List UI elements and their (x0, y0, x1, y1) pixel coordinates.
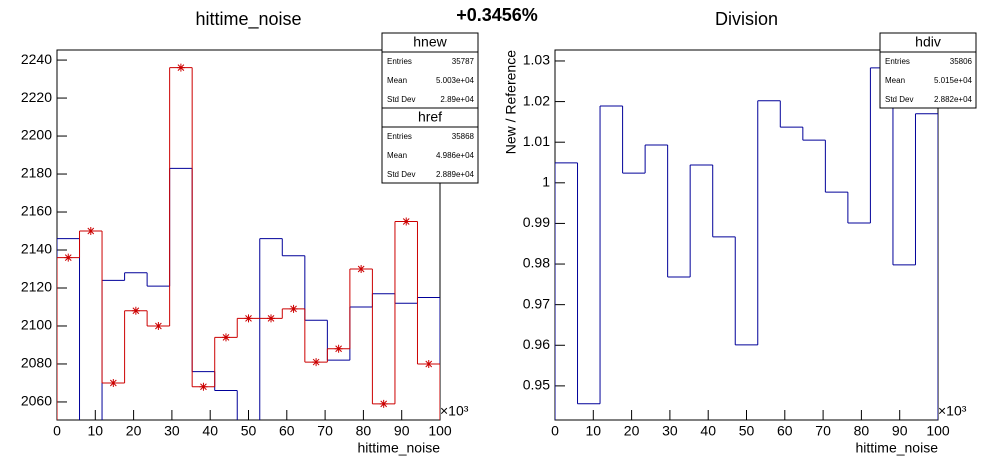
y-tick-label: 0.95 (523, 377, 550, 393)
series (555, 67, 938, 420)
stats-value: 35868 (452, 132, 475, 141)
stats-label: Mean (387, 76, 407, 85)
x-tick-label: 60 (777, 423, 793, 439)
star-marker (244, 314, 253, 323)
y-tick-label: 1.01 (523, 133, 550, 149)
star-marker (402, 217, 411, 226)
x-tick-label: 40 (202, 423, 218, 439)
y-tick-label: 2120 (21, 279, 52, 295)
chart-title: hittime_noise (195, 9, 301, 30)
stats-title: href (418, 109, 442, 125)
y-tick-label: 2060 (21, 393, 52, 409)
y-tick-label: 2160 (21, 203, 52, 219)
y-tick-label: 2240 (21, 51, 52, 67)
stats-value: 5.003e+04 (436, 76, 475, 85)
star-marker (131, 306, 140, 315)
stats-title: hdiv (915, 34, 941, 50)
x-tick-label: 20 (126, 423, 142, 439)
x-tick-label: 80 (356, 423, 372, 439)
x-exponent: ×10³ (440, 403, 469, 419)
x-tick-label: 30 (164, 423, 180, 439)
stats-label: Mean (387, 151, 407, 160)
star-marker (289, 304, 298, 313)
x-tick-label: 30 (662, 423, 678, 439)
y-tick-label: 2200 (21, 127, 52, 143)
x-exponent: ×10³ (938, 403, 967, 419)
star-marker (357, 264, 366, 273)
stats-label: Entries (885, 57, 910, 66)
y-tick-label: 2180 (21, 165, 52, 181)
x-tick-label: 60 (279, 423, 295, 439)
star-marker (221, 333, 230, 342)
stats-box (381, 107, 479, 184)
star-marker (109, 378, 118, 387)
star-marker (199, 382, 208, 391)
x-tick-label: 90 (892, 423, 908, 439)
x-tick-label: 0 (551, 423, 559, 439)
stats-label: Std Dev (387, 95, 415, 104)
x-tick-label: 50 (241, 423, 257, 439)
y-tick-label: 1 (542, 174, 550, 190)
x-axis-label: hittime_noise (358, 440, 441, 456)
x-tick-label: 100 (428, 423, 452, 439)
stats-box (879, 32, 977, 109)
stats-label: Std Dev (387, 170, 415, 179)
x-tick-label: 20 (624, 423, 640, 439)
y-tick-label: 0.96 (523, 336, 550, 352)
y-tick-label: 0.97 (523, 295, 550, 311)
stats-value: 35806 (950, 57, 973, 66)
stats-value: 35787 (452, 57, 475, 66)
x-tick-label: 70 (815, 423, 831, 439)
x-tick-label: 50 (739, 423, 755, 439)
chart-title: Division (715, 9, 778, 29)
star-marker (334, 344, 343, 353)
star-marker (312, 358, 321, 367)
star-marker (86, 227, 95, 236)
x-axis-label: hittime_noise (856, 440, 939, 456)
star-marker (64, 253, 73, 262)
stats-value: 2.89e+04 (440, 95, 474, 104)
y-tick-label: 0.99 (523, 214, 550, 230)
stats-title: hnew (413, 34, 447, 50)
y-tick-label: 2140 (21, 241, 52, 257)
stats-value: 5.015e+04 (934, 76, 973, 85)
stats-label: Entries (387, 57, 412, 66)
x-tick-label: 40 (700, 423, 716, 439)
star-marker (424, 359, 433, 368)
x-tick-label: 70 (317, 423, 333, 439)
x-tick-label: 100 (926, 423, 950, 439)
y-tick-label: 1.02 (523, 92, 550, 108)
x-tick-label: 10 (586, 423, 602, 439)
y-tick-label: 2080 (21, 355, 52, 371)
star-marker (154, 321, 163, 330)
stats-label: Mean (885, 76, 905, 85)
y-tick-label: 2100 (21, 317, 52, 333)
y-tick-label: 2220 (21, 89, 52, 105)
star-marker (176, 63, 185, 72)
x-tick-label: 90 (394, 423, 410, 439)
series (57, 63, 440, 420)
stats-label: Entries (387, 132, 412, 141)
y-axis-label: New / Reference (503, 50, 519, 154)
page-title: +0.3456% (456, 5, 538, 25)
y-tick-label: 1.03 (523, 52, 550, 68)
x-tick-label: 80 (854, 423, 870, 439)
star-marker (267, 314, 276, 323)
stats-label: Std Dev (885, 95, 913, 104)
star-marker (379, 399, 388, 408)
x-tick-label: 10 (88, 423, 104, 439)
stats-value: 2.882e+04 (934, 95, 973, 104)
stats-value: 4.986e+04 (436, 151, 475, 160)
y-tick-label: 0.98 (523, 255, 550, 271)
x-tick-label: 0 (53, 423, 61, 439)
stats-value: 2.889e+04 (436, 170, 475, 179)
